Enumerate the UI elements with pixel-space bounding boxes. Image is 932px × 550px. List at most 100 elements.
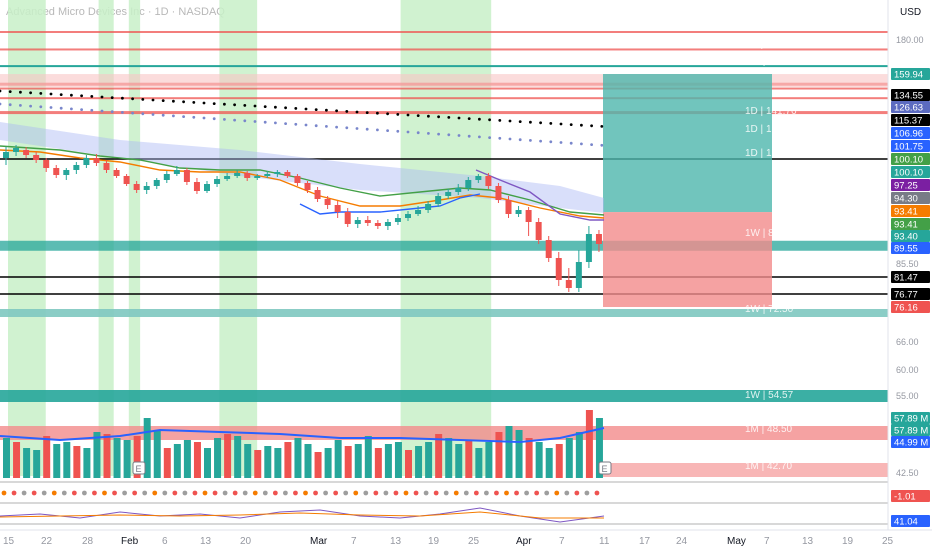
date-tick-label: 25 xyxy=(882,536,894,547)
price-badge-label: 93.41 xyxy=(894,207,918,218)
price-badge-label: 106.96 xyxy=(894,129,923,140)
price-badge[interactable]: 93.41 xyxy=(891,205,930,218)
dotted-ma-point xyxy=(508,137,512,141)
price-badge-bg xyxy=(891,192,930,204)
price-badge[interactable]: 126.63 xyxy=(891,101,930,114)
dotted-ma-point xyxy=(406,130,410,134)
date-tick-label: 7 xyxy=(559,536,565,547)
dotted-ma-point xyxy=(437,132,440,136)
price-badge[interactable]: 93.41 xyxy=(891,218,930,231)
volume-bar xyxy=(284,442,292,478)
highlight-zone xyxy=(8,0,46,476)
oscillator-dot xyxy=(484,490,489,496)
price-badge[interactable]: 44.99 M xyxy=(891,436,930,449)
candle-body xyxy=(465,180,472,188)
dotted-ma-point xyxy=(488,118,491,122)
oscillator-dot xyxy=(162,490,168,496)
price-badge[interactable]: 159.94 xyxy=(891,68,930,81)
price-badge[interactable]: 100.10 xyxy=(891,153,930,166)
volume-bar xyxy=(13,442,21,478)
price-badge[interactable]: 93.40 xyxy=(891,230,930,243)
price-badge[interactable]: 57.89 M xyxy=(891,424,930,437)
date-tick-label: 19 xyxy=(842,536,854,547)
candle-body xyxy=(354,220,361,224)
dotted-ma-point xyxy=(314,124,318,128)
volume-bar xyxy=(143,418,151,478)
dotted-ma-point xyxy=(508,119,512,123)
price-badge-label: 159.94 xyxy=(894,70,923,81)
candle-body xyxy=(103,163,110,170)
price-badge[interactable]: 134.55 xyxy=(891,89,930,102)
dotted-ma-point xyxy=(202,116,206,120)
dotted-ma-point xyxy=(19,90,22,94)
price-badge-bg xyxy=(891,436,930,448)
dotted-ma-point xyxy=(182,100,186,104)
price-tick-label: 55.00 xyxy=(896,391,919,401)
candle-body xyxy=(384,222,391,226)
price-badge-label: 76.77 xyxy=(894,290,918,301)
level-label: 1W | 89.79 xyxy=(745,228,794,239)
volume-bar xyxy=(173,444,181,478)
dotted-ma-point xyxy=(0,89,2,93)
price-badge-bg xyxy=(891,230,930,242)
price-badge[interactable]: 76.16 xyxy=(891,301,930,314)
candle-body xyxy=(324,199,331,205)
dotted-ma-point xyxy=(518,138,522,142)
price-badge[interactable]: 41.04 xyxy=(891,515,930,528)
price-badge[interactable]: 106.96 xyxy=(891,127,930,140)
price-badge[interactable]: 101.75 xyxy=(891,140,930,153)
dotted-ma-point xyxy=(274,121,277,125)
weekly-support-zone xyxy=(0,309,888,317)
price-badge[interactable]: 81.47 xyxy=(891,271,930,284)
dotted-ma-point xyxy=(29,104,32,108)
dotted-ma-point xyxy=(580,123,583,127)
price-badge[interactable]: 89.55 xyxy=(891,242,930,255)
level-label: 1W | 164.46 xyxy=(745,56,799,67)
dotted-ma-point xyxy=(590,124,593,128)
oscillator-dot xyxy=(554,490,560,496)
date-tick-label: May xyxy=(727,536,746,547)
ma-green-line xyxy=(0,145,605,216)
date-tick-label: Feb xyxy=(121,536,139,547)
volume-bar xyxy=(565,438,573,478)
dotted-ma-point xyxy=(365,111,369,114)
level-label: 1D | 141.76 xyxy=(745,106,797,117)
price-badge[interactable]: 94.30 xyxy=(891,192,930,205)
dotted-ma-point xyxy=(121,96,124,100)
volume-bar xyxy=(465,440,473,478)
candle-body xyxy=(113,170,120,176)
ma-blue-line xyxy=(299,193,481,215)
candle-body xyxy=(93,158,100,163)
level-label: 1W | 54.57 xyxy=(745,390,794,401)
price-badge[interactable]: 57.89 M xyxy=(891,412,930,425)
price-badge[interactable]: 100.10 xyxy=(891,166,930,179)
price-badge-bg xyxy=(891,301,930,313)
volume-bar xyxy=(304,444,312,478)
price-badge[interactable]: -1.01 xyxy=(891,490,930,503)
candle-body xyxy=(53,168,60,175)
earnings-marker[interactable] xyxy=(132,461,146,475)
monthly-level xyxy=(600,463,888,477)
oscillator-dot xyxy=(423,490,429,496)
volume-bar xyxy=(93,432,101,478)
candle-body xyxy=(435,196,442,204)
currency-label[interactable]: USD xyxy=(900,7,922,18)
price-badge[interactable]: 115.37 xyxy=(891,114,930,127)
dotted-ma-point xyxy=(39,92,43,95)
dotted-ma-point xyxy=(100,95,104,99)
price-badge-bg xyxy=(891,271,930,283)
dotted-ma-point xyxy=(151,113,155,116)
volume-bar xyxy=(425,442,433,478)
price-badge[interactable]: 97.25 xyxy=(891,179,930,192)
candle-body xyxy=(264,174,271,176)
date-tick-label: 20 xyxy=(240,536,252,547)
earnings-marker-label: E xyxy=(136,464,142,474)
price-badge-label: 134.55 xyxy=(894,91,923,102)
price-badge[interactable]: 76.77 xyxy=(891,288,930,301)
earnings-marker[interactable] xyxy=(598,461,612,475)
dotted-ma-point xyxy=(192,101,196,104)
dotted-ma-point xyxy=(569,123,573,126)
price-badge-label: 81.47 xyxy=(894,273,918,284)
candle-body xyxy=(304,183,311,190)
